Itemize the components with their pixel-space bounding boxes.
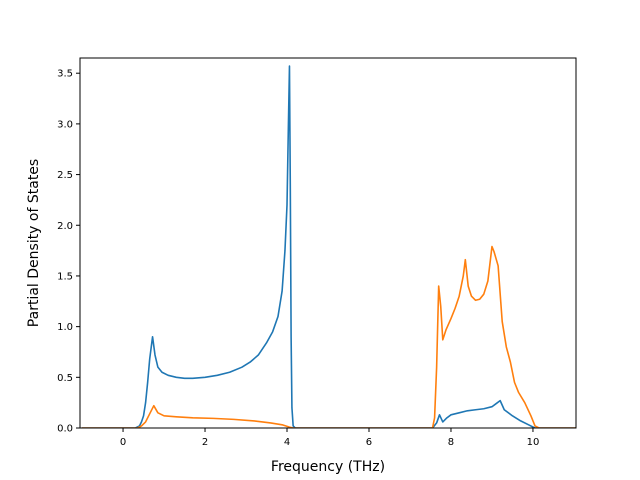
x-tick-label: 8 (448, 437, 454, 448)
x-tick-label: 4 (284, 437, 290, 448)
y-tick-label: 2.0 (57, 221, 73, 232)
x-axis: 0 2 4 6 8 10 (120, 428, 539, 448)
x-tick-label: 0 (120, 437, 126, 448)
y-tick-label: 1.5 (57, 271, 73, 282)
x-tick-label: 6 (366, 437, 372, 448)
plot-frame (79, 57, 577, 429)
series-layer (81, 65, 576, 428)
x-tick-label: 2 (202, 437, 208, 448)
x-axis-label: Frequency (THz) (271, 459, 385, 475)
y-tick-label: 0.5 (57, 373, 73, 384)
series-line-1 (81, 65, 576, 428)
x-tick-label: 10 (527, 437, 540, 448)
y-tick-label: 3.5 (57, 69, 73, 80)
y-tick-label: 0.0 (57, 424, 73, 435)
y-tick-label: 2.5 (57, 170, 73, 181)
y-axis-label: Partial Density of States (26, 159, 42, 327)
y-tick-label: 1.0 (57, 322, 73, 333)
series-line-2 (81, 245, 576, 428)
y-tick-label: 3.0 (57, 119, 73, 130)
y-axis: 0.0 0.5 1.0 1.5 2.0 2.5 3.0 3.5 (57, 69, 80, 435)
